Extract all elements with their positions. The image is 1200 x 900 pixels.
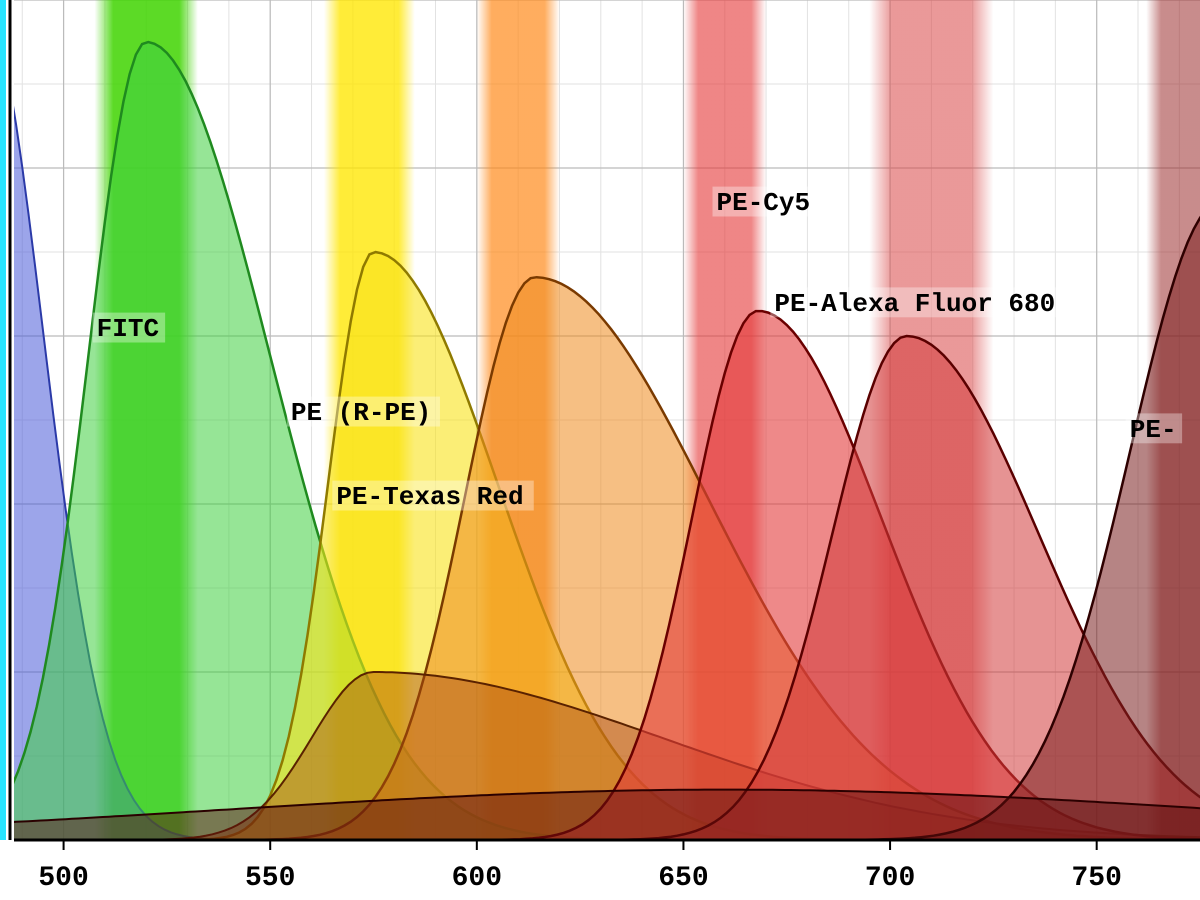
curve-label-pe-af680: PE-Alexa Fluor 680 <box>774 289 1055 319</box>
x-tick-label: 500 <box>38 863 88 894</box>
spectra-svg: 500 550 600 650 700 750 FITC PE (R-PE) PE-Texas … <box>0 0 1200 900</box>
curve-label-pe-texasred: PE-Texas Red <box>336 482 523 512</box>
curve-label-pe-right: PE- <box>1130 415 1177 445</box>
curve-label-pe-cy5: PE-Cy5 <box>717 188 811 218</box>
spectra-chart: 500 550 600 650 700 750 FITC PE (R-PE) PE-Texas … <box>0 0 1200 900</box>
x-tick-label: 550 <box>245 863 295 894</box>
x-tick-label: 600 <box>452 863 502 894</box>
x-tick-label: 650 <box>658 863 708 894</box>
curve-label-pe: PE (R-PE) <box>291 398 431 428</box>
x-tick-label: 700 <box>865 863 915 894</box>
x-tick-label: 750 <box>1071 863 1121 894</box>
curve-label-fitc: FITC <box>97 314 159 344</box>
